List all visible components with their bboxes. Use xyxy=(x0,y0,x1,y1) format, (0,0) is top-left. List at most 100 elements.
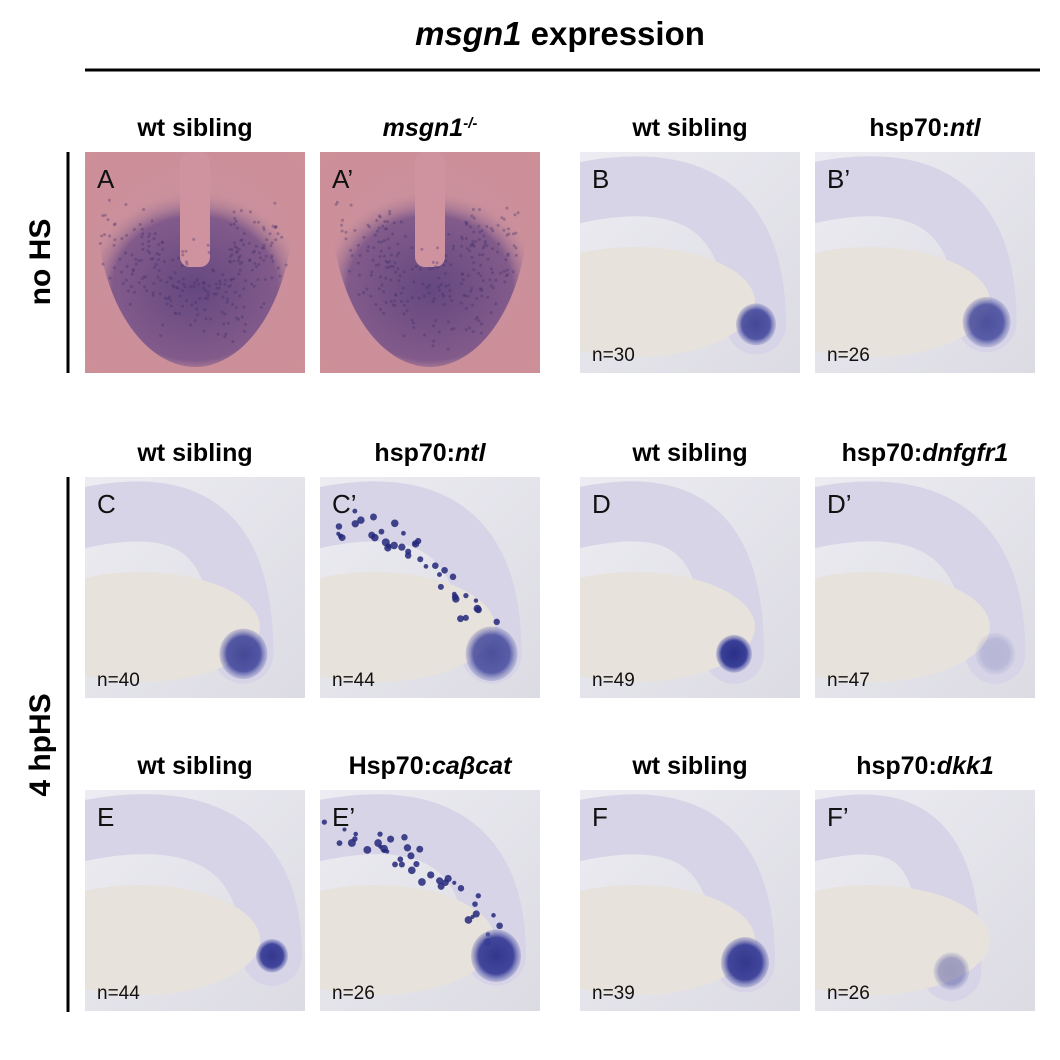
stain-dot xyxy=(244,279,248,283)
stain-dot xyxy=(389,299,393,303)
stain-dot xyxy=(493,618,500,626)
stain-dot xyxy=(141,247,145,251)
stain-dot xyxy=(344,237,348,241)
stain-dot xyxy=(389,253,393,257)
stain-dot xyxy=(437,285,441,289)
stain-dot xyxy=(181,277,185,281)
stain-dot xyxy=(514,253,518,257)
stain-dot xyxy=(394,293,398,297)
stain-dot xyxy=(503,280,507,284)
stain-dot xyxy=(450,299,454,303)
stain-dot xyxy=(137,281,141,285)
stain-dot xyxy=(242,329,246,333)
text-segment: dnfgfr1 xyxy=(922,439,1008,467)
panel-image xyxy=(320,790,540,1011)
stain-dot xyxy=(442,263,446,267)
stain-dot xyxy=(218,279,222,283)
stain-dot xyxy=(439,283,443,287)
stain-dot xyxy=(276,232,280,236)
sample-size: n=44 xyxy=(332,670,375,691)
stain-dot xyxy=(472,268,476,272)
panel-image xyxy=(85,477,305,698)
stain-dot xyxy=(358,253,362,257)
stain-dot xyxy=(431,344,435,348)
stain-dot xyxy=(242,243,246,247)
stain-dot xyxy=(416,845,424,853)
stain-dot xyxy=(236,259,240,263)
stain-dot xyxy=(227,285,231,289)
panel-content xyxy=(85,477,305,698)
stain-dot xyxy=(145,289,149,293)
stain-dot xyxy=(206,290,210,294)
stain-dot xyxy=(477,238,481,242)
stain-dot xyxy=(108,234,112,238)
stain-dot xyxy=(421,282,425,286)
stain-dot xyxy=(370,270,374,274)
stain-dot xyxy=(270,241,274,245)
stain-dot xyxy=(366,249,370,253)
stain-dot xyxy=(474,240,478,244)
stain-dot xyxy=(169,298,173,302)
stain-dot xyxy=(423,333,427,337)
stain-dot xyxy=(401,834,408,841)
stain-dot xyxy=(103,213,107,217)
expression-spot xyxy=(962,296,1011,348)
stain-dot xyxy=(482,244,486,248)
stain-dot xyxy=(166,297,170,301)
panel-content xyxy=(815,790,1035,1011)
stain-dot xyxy=(274,225,278,229)
stain-dot xyxy=(231,340,235,344)
stain-dot xyxy=(238,262,242,266)
stain-dot xyxy=(412,326,416,330)
stain-dot xyxy=(230,248,234,252)
stain-dot xyxy=(391,232,395,236)
stain-dot xyxy=(489,311,493,315)
panel-letter: E’ xyxy=(332,802,355,832)
stain-dot xyxy=(377,226,381,230)
stain-dot xyxy=(284,263,288,267)
stain-dot xyxy=(470,242,474,246)
sample-size: n=49 xyxy=(592,670,635,691)
stain-dot xyxy=(507,232,511,236)
stain-dot xyxy=(377,287,381,291)
stain-dot xyxy=(351,520,359,528)
stain-dot xyxy=(470,914,475,920)
stain-dot xyxy=(379,249,383,253)
stain-dot xyxy=(157,269,161,273)
stain-dot xyxy=(158,292,162,296)
yolk xyxy=(580,247,755,357)
stain-dot xyxy=(202,281,206,285)
stain-dot xyxy=(446,320,450,324)
stain-dot xyxy=(464,328,468,332)
stain-dot xyxy=(344,230,348,234)
stain-dot xyxy=(132,228,136,232)
stain-dot xyxy=(321,819,327,825)
stain-dot xyxy=(233,216,237,220)
stain-dot xyxy=(228,260,232,264)
text-segment: hsp70: xyxy=(869,114,950,142)
stain-dot xyxy=(496,223,500,227)
stain-dot xyxy=(466,273,470,277)
stain-dot xyxy=(481,279,485,283)
stain-dot xyxy=(489,284,493,288)
stain-dot xyxy=(403,844,412,852)
stain-dot xyxy=(357,292,361,296)
stain-dot xyxy=(398,543,406,551)
stain-dot xyxy=(402,334,406,338)
stain-dot xyxy=(159,278,163,282)
stain-dot xyxy=(217,286,221,290)
stain-dot xyxy=(392,861,398,868)
stain-dot xyxy=(397,279,401,283)
stain-dot xyxy=(189,284,193,288)
stain-dot xyxy=(252,284,256,288)
stain-dot xyxy=(486,257,490,261)
stain-dot xyxy=(178,294,182,298)
yolk xyxy=(580,572,755,682)
stain-dot xyxy=(212,269,216,273)
stain-dot xyxy=(422,294,426,298)
stain-dot xyxy=(496,922,503,930)
stain-dot xyxy=(477,319,481,323)
stain-dot xyxy=(357,516,365,524)
stain-dot xyxy=(480,229,484,233)
stain-dot xyxy=(449,573,457,581)
